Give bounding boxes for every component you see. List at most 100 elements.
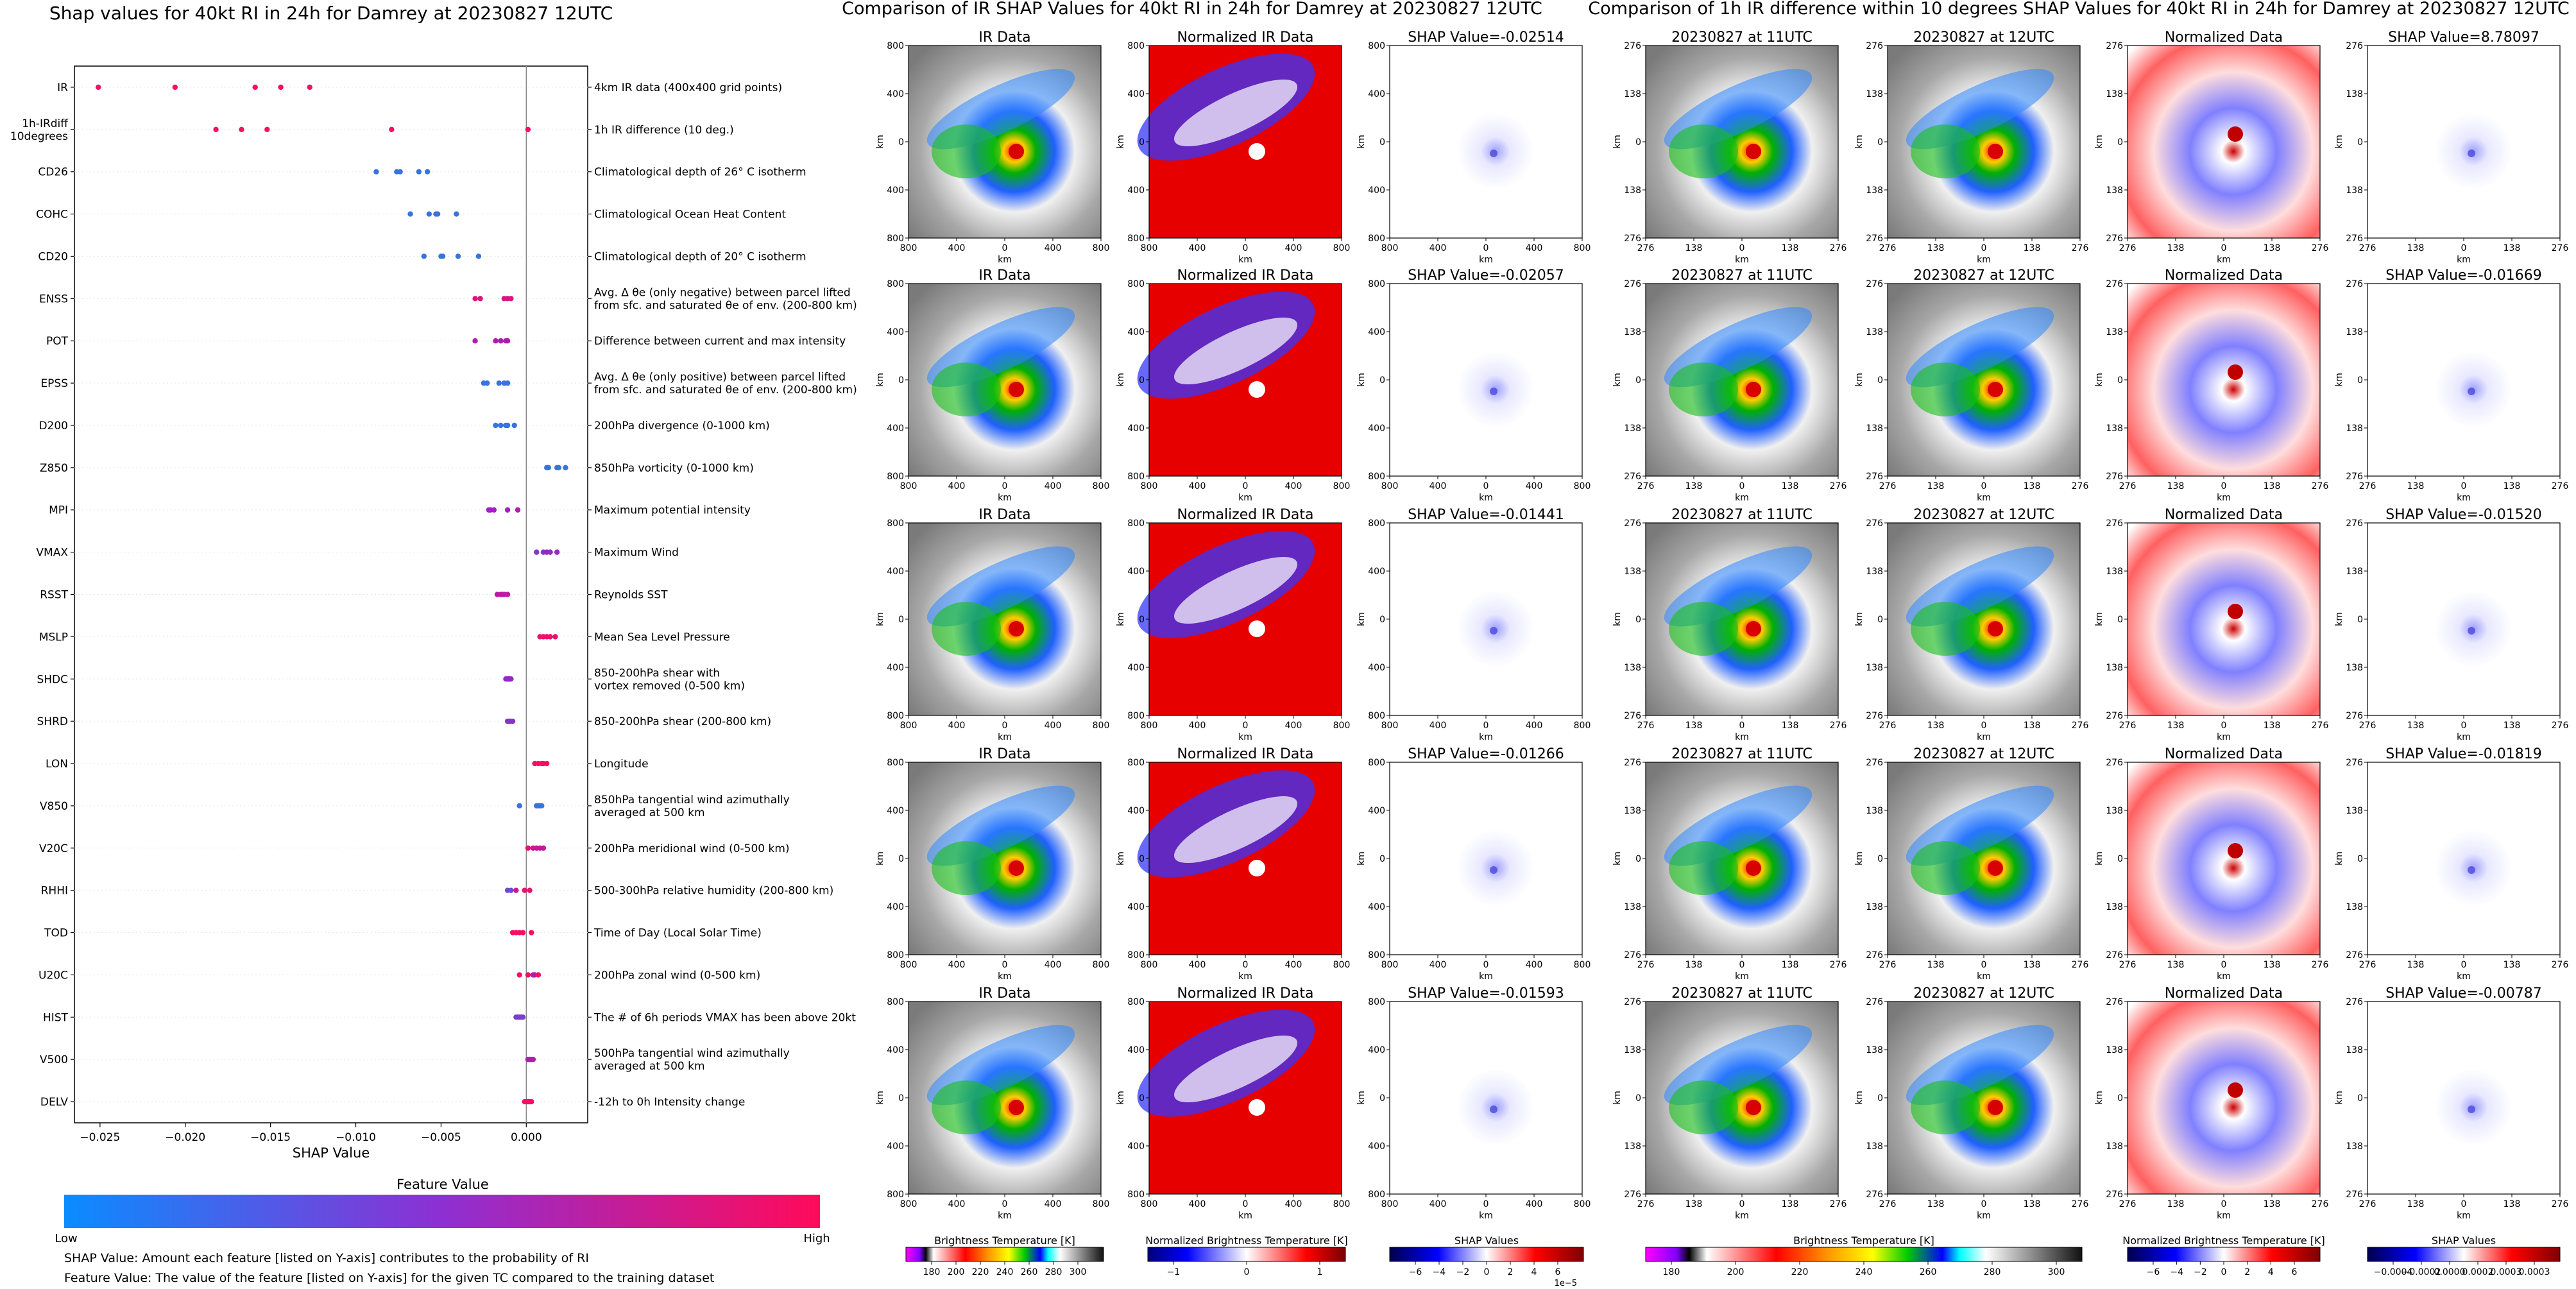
normalized-image <box>2128 284 2320 476</box>
x-tick-label: 400 <box>1189 1199 1206 1209</box>
x-tick-label: 400 <box>1045 481 1062 491</box>
x-axis-label: km <box>2457 493 2471 503</box>
x-tick-label: 0 <box>1483 481 1489 491</box>
y-tick-label: 276 <box>1624 234 1641 244</box>
x-tick-label: 400 <box>1429 481 1447 491</box>
panel-title: Normalized Data <box>2165 507 2283 523</box>
feature-label-delv: DELV <box>40 1096 68 1109</box>
feature-description: 850-200hPa shear with <box>594 667 720 679</box>
panel-title: SHAP Value=-0.01441 <box>1408 507 1564 523</box>
shap-point <box>535 972 542 978</box>
y-axis-label: km <box>2334 373 2344 387</box>
colorbar-tick-label: 4 <box>2268 1267 2274 1277</box>
y-tick-label: 276 <box>2346 472 2363 482</box>
colorbar-tick-label: 2 <box>2244 1267 2250 1277</box>
y-tick-label: 138 <box>2106 806 2123 816</box>
x-tick-label: 0 <box>1243 960 1249 970</box>
colorbar-tick-label: 6 <box>2292 1267 2298 1277</box>
y-axis-label: km <box>1116 373 1126 387</box>
shap-point <box>454 211 459 217</box>
x-tick-label: 0 <box>1483 243 1489 253</box>
x-tick-label: 276 <box>2072 481 2089 491</box>
colorbar-tick-label: −2 <box>2194 1267 2207 1277</box>
x-tick-label: −0.020 <box>165 1131 205 1144</box>
shap-map <box>2367 46 2560 238</box>
x-tick-label: 138 <box>2024 721 2041 731</box>
x-tick-label: −0.010 <box>336 1131 376 1144</box>
x-tick-label: 0.000 <box>511 1131 542 1144</box>
shap-point <box>508 296 514 302</box>
y-axis-label: km <box>875 1091 885 1105</box>
panel-title: Normalized Data <box>2165 30 2283 46</box>
x-tick-label: 138 <box>2503 243 2521 253</box>
x-tick-label: 0 <box>1981 1199 1987 1209</box>
y-axis-label: km <box>1854 612 1864 626</box>
shap-point <box>389 126 395 133</box>
x-tick-label: 400 <box>1189 243 1206 253</box>
x-tick-label: 276 <box>2119 243 2137 253</box>
storm-center <box>1249 143 1265 160</box>
y-tick-label: 800 <box>1368 472 1385 482</box>
normalized-image <box>2128 762 2320 955</box>
y-axis-label: km <box>875 135 885 149</box>
feature-description: Difference between current and max inten… <box>594 335 846 348</box>
shap-point <box>547 634 553 640</box>
x-tick-label: 276 <box>2552 1199 2569 1209</box>
x-tick-label: −0.005 <box>421 1131 461 1144</box>
x-tick-label: 800 <box>1141 960 1158 970</box>
shap-point <box>554 549 560 555</box>
y-tick-label: 800 <box>1127 472 1145 482</box>
feature-label-v850: V850 <box>40 800 68 813</box>
y-axis-label: km <box>2334 612 2344 626</box>
x-axis-label: km <box>1977 732 1991 742</box>
panel-title: Normalized IR Data <box>1177 30 1313 46</box>
colorbar-label: SHAP Values <box>2432 1234 2496 1247</box>
x-axis-label: km <box>1977 1211 1991 1221</box>
y-tick-label: 276 <box>1624 518 1641 529</box>
x-tick-label: 276 <box>2552 481 2569 491</box>
y-tick-label: 138 <box>2106 1045 2123 1055</box>
x-tick-label: 138 <box>1685 243 1703 253</box>
colorbar-tick-label: 180 <box>923 1267 941 1277</box>
y-tick-label: 276 <box>2346 950 2363 960</box>
colorbar-tick-label: −6 <box>1409 1267 1422 1277</box>
panel-title: Normalized IR Data <box>1177 507 1313 523</box>
y-tick-label: 276 <box>1866 472 1883 482</box>
y-tick-label: 276 <box>1624 711 1641 721</box>
x-tick-label: 138 <box>2264 960 2281 970</box>
shap-point <box>264 126 270 133</box>
y-tick-label: 400 <box>887 1045 904 1055</box>
panel-title: 20230827 at 11UTC <box>1671 268 1813 284</box>
x-axis-label: km <box>2457 732 2471 742</box>
x-tick-label: 138 <box>2024 243 2041 253</box>
y-tick-label: 276 <box>1624 950 1641 960</box>
y-tick-label: 276 <box>1866 279 1883 289</box>
y-tick-label: 138 <box>2346 806 2363 816</box>
x-tick-label: 138 <box>2167 243 2185 253</box>
x-tick-label: 0 <box>1002 960 1008 970</box>
y-tick-label: 800 <box>887 1190 904 1200</box>
x-axis-label: km <box>2457 971 2471 982</box>
x-tick-label: 0 <box>2221 1199 2227 1209</box>
y-tick-label: 138 <box>2106 89 2123 99</box>
y-axis-label: km <box>1356 373 1367 387</box>
shap-point <box>508 676 514 682</box>
shap-point <box>484 380 490 386</box>
x-tick-label: 0 <box>1739 960 1745 970</box>
y-tick-label: 276 <box>1866 1190 1883 1200</box>
x-axis-label: km <box>1479 255 1493 265</box>
y-tick-label: 0 <box>898 615 904 625</box>
y-tick-label: 276 <box>1866 518 1883 529</box>
y-tick-label: 138 <box>1624 1045 1641 1055</box>
y-axis-label: km <box>1612 135 1623 149</box>
x-tick-label: 400 <box>1045 721 1062 731</box>
shap-point <box>522 887 527 893</box>
y-tick-label: 800 <box>1127 1190 1145 1200</box>
y-tick-label: 0 <box>1635 615 1641 625</box>
x-tick-label: 138 <box>2407 1199 2425 1209</box>
x-tick-label: 276 <box>1879 1199 1897 1209</box>
y-tick-label: 800 <box>887 41 904 51</box>
panel-title: SHAP Value=8.78097 <box>2388 30 2539 46</box>
panel-title: 20230827 at 11UTC <box>1671 30 1813 46</box>
